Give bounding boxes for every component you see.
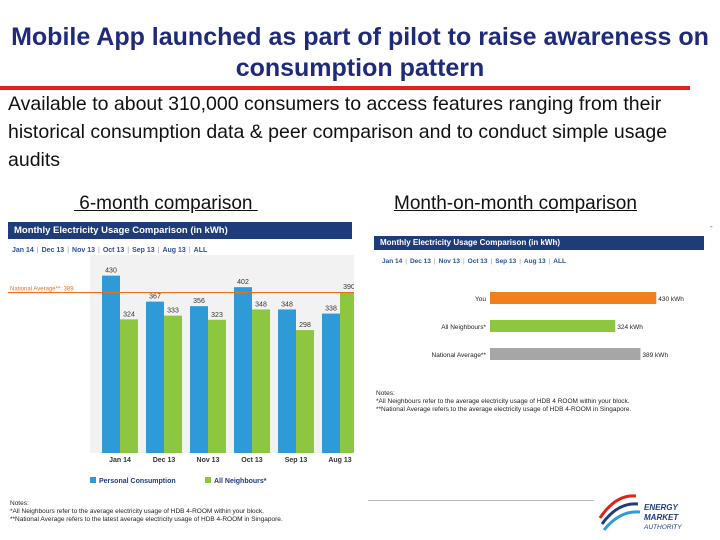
- left-tab-3[interactable]: Oct 13: [102, 247, 125, 254]
- bar-0-2: [190, 306, 208, 453]
- bar-label-1-2: 323: [211, 312, 223, 319]
- left-period-tabs: Jan 14 | Dec 13 | Nov 13 | Oct 13 | Sep 13 | Aug 1…: [12, 247, 208, 254]
- left-note-1: *All Neighbours refer to the average ele…: [10, 508, 264, 515]
- bar-1-4: [296, 330, 314, 453]
- x-tick-5: Aug 13: [328, 457, 351, 464]
- bar-label-0-1: 367: [149, 294, 161, 301]
- energy-market-authority-logo: ENERGY MARKET AUTHORITY: [598, 494, 682, 531]
- bar-label-1-3: 348: [255, 301, 267, 308]
- six-month-chart: 430 324 Jan 14 367 333 Dec 13 356 323 Nov 13 402 3…: [8, 255, 354, 485]
- right-tab-1[interactable]: Dec 13: [409, 258, 431, 265]
- national-average-label: National Average**: 389: [10, 287, 74, 293]
- hbar-category-1: All Neighbours*: [441, 324, 486, 331]
- left-tab-1[interactable]: Dec 13: [41, 247, 65, 254]
- right-chart-header: Monthly Electricity Usage Comparison (in…: [374, 236, 704, 250]
- left-notes: Notes: *All Neighbours refer to the avera…: [10, 500, 350, 524]
- x-tick-3: Oct 13: [241, 457, 263, 464]
- bar-label-0-2: 356: [193, 298, 205, 305]
- bar-0-5: [322, 313, 340, 453]
- month-on-month-chart: You 430 kWh All Neighbours* 324 kWh National…: [432, 292, 684, 360]
- legend-swatch-0: [90, 477, 96, 483]
- hbar-1: [490, 320, 616, 332]
- left-tab-4[interactable]: Sep 13: [132, 247, 155, 254]
- bar-0-1: [146, 301, 164, 453]
- hbar-category-0: You: [475, 296, 486, 303]
- right-period-tabs: Jan 14 | Dec 13 | Nov 13 | Oct 13 | Sep 13 | Aug 1…: [382, 258, 566, 265]
- bar-0-0: [102, 275, 120, 453]
- hbar-value-1: 324 kWh: [617, 324, 643, 331]
- bar-1-0: [120, 319, 138, 453]
- bar-label-1-5: 390: [343, 284, 354, 291]
- right-tab-3[interactable]: Oct 13: [467, 258, 488, 265]
- svg-text:ENERGY: ENERGY: [644, 503, 678, 512]
- tick-mark: -: [710, 222, 713, 231]
- right-tab-4[interactable]: Sep 13: [495, 258, 517, 265]
- legend-swatch-1: [205, 477, 211, 483]
- left-tab-2[interactable]: Nov 13: [72, 247, 95, 254]
- right-tab-6[interactable]: ALL: [553, 258, 566, 265]
- left-note-2: **National Average refers to the latest …: [10, 516, 283, 523]
- x-tick-0: Jan 14: [109, 457, 131, 464]
- left-note-0: Notes:: [10, 500, 29, 507]
- bar-1-3: [252, 309, 270, 453]
- footer-divider: [368, 500, 594, 501]
- right-note-1: *All Neighbours refer to the average ele…: [376, 398, 630, 405]
- bar-1-1: [164, 315, 182, 453]
- hbar-value-0: 430 kWh: [658, 296, 684, 303]
- bar-0-3: [234, 287, 252, 453]
- bar-label-0-4: 348: [281, 301, 293, 308]
- bar-1-2: [208, 319, 226, 453]
- left-tab-5[interactable]: Aug 13: [162, 247, 186, 254]
- legend-label-0: Personal Consumption: [99, 478, 176, 485]
- right-note-0: Notes:: [376, 390, 395, 397]
- legend-label-1: All Neighbours*: [214, 478, 267, 485]
- slide-title: Mobile App launched as part of pilot to …: [11, 23, 709, 82]
- right-tab-5[interactable]: Aug 13: [523, 258, 546, 265]
- slide-description: Available to about 310,000 consumers to …: [8, 93, 668, 171]
- hbar-category-2: National Average**: [432, 352, 487, 359]
- bar-label-0-5: 338: [325, 306, 337, 313]
- left-tab-6[interactable]: ALL: [193, 247, 208, 254]
- left-chart-header: Monthly Electricity Usage Comparison (in…: [8, 222, 352, 239]
- right-note-2: **National Average refers to the average…: [376, 406, 632, 413]
- hbar-0: [490, 292, 657, 304]
- bar-0-4: [278, 309, 296, 453]
- bar-1-5: [340, 292, 354, 453]
- x-tick-4: Sep 13: [285, 457, 308, 464]
- right-tab-2[interactable]: Nov 13: [438, 258, 460, 265]
- bar-label-0-0: 430: [105, 268, 117, 275]
- right-notes: Notes: *All Neighbours refer to the avera…: [376, 390, 696, 414]
- title-underline: [0, 86, 690, 90]
- right-tab-0[interactable]: Jan 14: [382, 258, 403, 265]
- svg-text:AUTHORITY: AUTHORITY: [643, 524, 682, 531]
- x-tick-1: Dec 13: [153, 457, 176, 464]
- right-subtitle: Month-on-month comparison: [394, 193, 637, 214]
- bar-label-1-0: 324: [123, 311, 135, 318]
- bar-label-1-1: 333: [167, 308, 179, 315]
- hbar-value-2: 389 kWh: [642, 352, 668, 359]
- bar-label-1-4: 298: [299, 322, 311, 329]
- bar-label-0-3: 402: [237, 279, 249, 286]
- hbar-2: [490, 348, 641, 360]
- svg-text:MARKET: MARKET: [644, 513, 679, 522]
- left-subtitle: 6-month comparison: [74, 193, 258, 214]
- x-tick-2: Nov 13: [197, 457, 220, 464]
- left-tab-0[interactable]: Jan 14: [12, 247, 34, 254]
